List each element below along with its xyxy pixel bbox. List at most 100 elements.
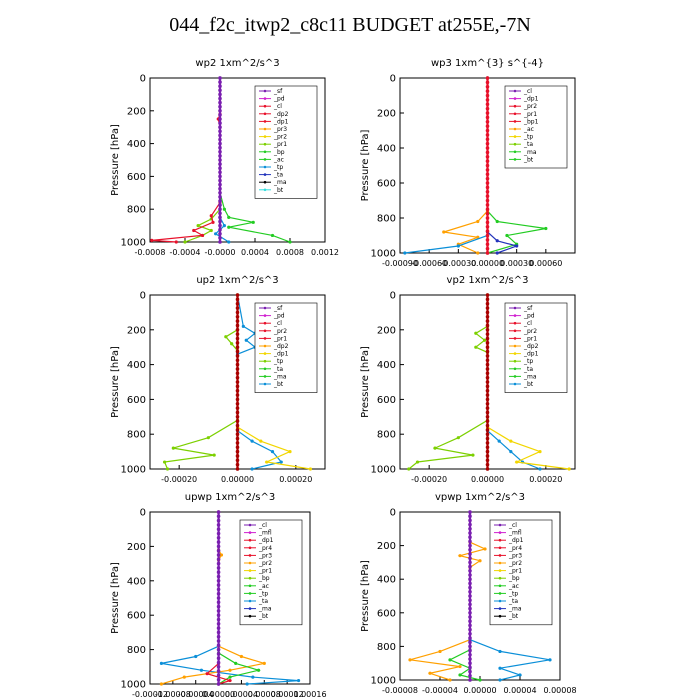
data-point — [218, 199, 222, 203]
data-point — [235, 345, 240, 350]
data-point — [183, 240, 187, 244]
data-point — [218, 129, 222, 134]
data-point — [209, 228, 213, 233]
data-point — [218, 232, 222, 236]
data-point — [468, 590, 472, 594]
chart-panel-2: wp3 1xm^{3} s^{-4} Pressure [hPa] 0 200 400 6… — [360, 58, 576, 268]
data-point — [495, 251, 499, 255]
data-point — [485, 406, 490, 410]
data-point — [485, 115, 490, 120]
data-point — [218, 174, 222, 179]
data-point — [235, 415, 240, 419]
legend-label: _ta — [508, 598, 518, 605]
data-point — [214, 232, 218, 236]
legend-label: _bt — [523, 156, 534, 163]
data-point — [218, 166, 222, 170]
legend-marker — [248, 599, 252, 603]
legend-label: _ma — [273, 179, 287, 186]
data-point — [218, 109, 222, 113]
data-point — [228, 678, 232, 683]
legend-marker — [248, 531, 252, 534]
data-point — [485, 436, 490, 441]
data-point — [216, 639, 221, 643]
data-point — [485, 119, 490, 124]
data-point — [218, 162, 222, 166]
legend-label: _ac — [508, 583, 519, 590]
data-point — [270, 233, 275, 238]
data-point — [218, 88, 222, 93]
legend-label: _pr2 — [523, 103, 537, 110]
data-point — [485, 310, 490, 315]
data-point — [468, 531, 472, 535]
data-point — [485, 168, 490, 172]
x-tick-label: 0.00000 — [202, 690, 235, 699]
data-point — [218, 141, 222, 146]
data-point — [171, 446, 175, 450]
y-axis-label: Pressure [hPa] — [110, 562, 121, 634]
data-point — [538, 467, 542, 471]
data-point — [485, 224, 490, 229]
data-point — [458, 664, 462, 669]
legend-label: _ma — [273, 373, 287, 380]
panel-title: upwp 1xm^2/s^3 — [185, 492, 275, 503]
data-point — [216, 626, 221, 630]
legend-marker — [263, 359, 267, 363]
data-point — [235, 332, 240, 336]
data-point — [468, 569, 472, 573]
data-point — [216, 630, 221, 635]
data-point — [216, 518, 221, 523]
panel-title: wp3 1xm^{3} s^{-4} — [431, 58, 544, 69]
data-point — [485, 445, 490, 450]
legend-label: _ma — [258, 606, 272, 613]
legend-marker — [498, 523, 502, 527]
data-point — [471, 453, 475, 457]
data-point — [216, 574, 221, 579]
data-point — [468, 560, 472, 565]
legend-marker — [263, 188, 267, 192]
data-point — [485, 159, 490, 163]
data-point — [485, 423, 490, 428]
legend-marker — [263, 321, 267, 325]
legend-marker — [248, 592, 252, 595]
data-point — [196, 224, 200, 228]
data-point — [216, 622, 221, 626]
y-tick-label: 0 — [390, 508, 396, 519]
data-point — [485, 211, 490, 216]
data-point — [468, 585, 472, 590]
legend-label: _bt — [508, 613, 519, 620]
legend-marker — [263, 142, 267, 146]
legend-label: _cl — [273, 103, 282, 110]
data-point — [279, 460, 283, 464]
legend-marker — [498, 569, 502, 572]
data-point — [206, 436, 210, 440]
data-point — [485, 328, 490, 332]
data-point — [235, 393, 240, 397]
legend-marker — [513, 97, 517, 100]
data-point — [485, 419, 490, 423]
data-point — [485, 242, 490, 247]
data-point — [509, 439, 513, 443]
data-point — [218, 211, 222, 216]
data-point — [485, 163, 490, 168]
legend-marker — [513, 321, 517, 325]
data-point — [222, 207, 226, 211]
data-point — [228, 675, 232, 679]
data-point — [468, 577, 472, 581]
x-tick-label: -0.00008 — [155, 690, 191, 699]
data-point — [235, 349, 240, 354]
data-point — [458, 673, 462, 677]
data-point — [159, 682, 164, 686]
chart-panel-6: vpwp 1xm^2/s^3 Pressure [hPa] 0 200 400 600 80… — [360, 492, 577, 695]
legend-marker — [263, 306, 267, 310]
data-point — [468, 548, 472, 552]
legend-marker — [498, 546, 502, 550]
data-point — [219, 553, 224, 557]
data-point — [235, 384, 240, 389]
data-point — [485, 371, 490, 376]
data-point — [468, 611, 472, 615]
data-point — [485, 124, 490, 128]
legend-marker — [263, 329, 267, 333]
legend-label: _dp1 — [523, 351, 539, 358]
data-point — [468, 640, 472, 644]
data-point — [485, 172, 490, 177]
